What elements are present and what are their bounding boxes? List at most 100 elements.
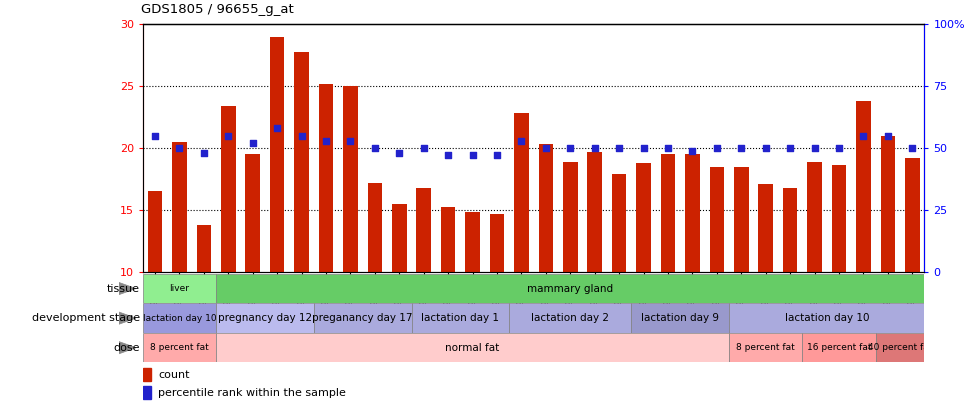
Bar bbox=[709, 166, 724, 272]
Bar bbox=[416, 188, 431, 272]
Bar bbox=[441, 207, 455, 272]
Bar bbox=[489, 213, 505, 272]
Point bbox=[856, 132, 871, 139]
Bar bbox=[734, 166, 749, 272]
Bar bbox=[631, 303, 729, 333]
Text: 8 percent fat: 8 percent fat bbox=[151, 343, 208, 352]
Text: count: count bbox=[158, 370, 189, 380]
Bar bbox=[510, 303, 631, 333]
Point bbox=[343, 137, 358, 144]
Bar bbox=[318, 84, 333, 272]
Bar bbox=[392, 204, 406, 272]
Bar bbox=[905, 158, 920, 272]
Bar bbox=[729, 303, 924, 333]
Bar bbox=[270, 37, 285, 272]
Bar bbox=[344, 86, 358, 272]
Bar bbox=[172, 142, 187, 272]
Bar bbox=[729, 333, 802, 362]
Bar bbox=[612, 174, 626, 272]
Text: 16 percent fat: 16 percent fat bbox=[807, 343, 871, 352]
Bar bbox=[563, 162, 578, 272]
Point bbox=[221, 132, 236, 139]
Bar bbox=[314, 303, 411, 333]
Bar bbox=[514, 113, 529, 272]
Bar bbox=[294, 51, 309, 272]
Point bbox=[318, 137, 334, 144]
Text: normal fat: normal fat bbox=[446, 343, 500, 353]
Text: liver: liver bbox=[170, 284, 189, 293]
Point bbox=[636, 145, 651, 151]
Point bbox=[904, 145, 920, 151]
Text: percentile rank within the sample: percentile rank within the sample bbox=[158, 388, 345, 398]
Bar bbox=[588, 152, 602, 272]
Bar bbox=[148, 191, 162, 272]
Text: lactation day 1: lactation day 1 bbox=[422, 313, 499, 323]
Text: dose: dose bbox=[114, 343, 140, 353]
Text: tissue: tissue bbox=[107, 284, 140, 294]
Bar bbox=[636, 163, 650, 272]
Point bbox=[831, 145, 846, 151]
Text: GDS1805 / 96655_g_at: GDS1805 / 96655_g_at bbox=[141, 3, 293, 16]
Bar bbox=[221, 106, 235, 272]
Text: mammary gland: mammary gland bbox=[527, 284, 614, 294]
Bar bbox=[143, 368, 152, 381]
Point bbox=[196, 150, 211, 156]
Point bbox=[563, 145, 578, 151]
Text: lactation day 9: lactation day 9 bbox=[641, 313, 719, 323]
Point bbox=[733, 145, 749, 151]
Bar bbox=[465, 212, 480, 272]
Bar bbox=[216, 333, 729, 362]
Point bbox=[709, 145, 725, 151]
Point bbox=[758, 145, 773, 151]
Point bbox=[392, 150, 407, 156]
Bar bbox=[143, 333, 216, 362]
Bar bbox=[685, 154, 700, 272]
Bar bbox=[856, 101, 870, 272]
Point bbox=[416, 145, 431, 151]
Bar bbox=[216, 303, 314, 333]
Bar bbox=[802, 333, 875, 362]
Point bbox=[294, 132, 310, 139]
Bar bbox=[875, 333, 924, 362]
Point bbox=[783, 145, 798, 151]
Bar bbox=[411, 303, 510, 333]
Point bbox=[660, 145, 676, 151]
Text: lactation day 10: lactation day 10 bbox=[143, 313, 216, 323]
Point bbox=[172, 145, 187, 151]
Point bbox=[245, 140, 261, 146]
Bar bbox=[880, 136, 896, 272]
Point bbox=[880, 132, 896, 139]
Bar bbox=[783, 188, 797, 272]
Point bbox=[367, 145, 382, 151]
Bar bbox=[143, 386, 152, 399]
Point bbox=[440, 152, 455, 159]
Point bbox=[489, 152, 505, 159]
Bar bbox=[661, 154, 676, 272]
Text: pregnancy day 12: pregnancy day 12 bbox=[218, 313, 312, 323]
Point bbox=[807, 145, 822, 151]
Text: preganancy day 17: preganancy day 17 bbox=[313, 313, 413, 323]
Point bbox=[538, 145, 554, 151]
Bar bbox=[538, 144, 553, 272]
Text: lactation day 10: lactation day 10 bbox=[785, 313, 869, 323]
Point bbox=[513, 137, 529, 144]
Bar bbox=[368, 183, 382, 272]
Point bbox=[685, 147, 701, 154]
Point bbox=[148, 132, 163, 139]
Bar bbox=[807, 162, 822, 272]
Point bbox=[465, 152, 481, 159]
Polygon shape bbox=[119, 282, 136, 295]
Polygon shape bbox=[119, 312, 136, 324]
Bar bbox=[758, 184, 773, 272]
Bar bbox=[245, 154, 260, 272]
Text: development stage: development stage bbox=[32, 313, 140, 323]
Text: lactation day 2: lactation day 2 bbox=[532, 313, 609, 323]
Bar bbox=[143, 274, 216, 303]
Point bbox=[269, 125, 285, 132]
Text: 8 percent fat: 8 percent fat bbox=[736, 343, 795, 352]
Bar bbox=[143, 303, 216, 333]
Polygon shape bbox=[119, 341, 136, 354]
Point bbox=[612, 145, 627, 151]
Bar bbox=[197, 225, 211, 272]
Point bbox=[587, 145, 602, 151]
